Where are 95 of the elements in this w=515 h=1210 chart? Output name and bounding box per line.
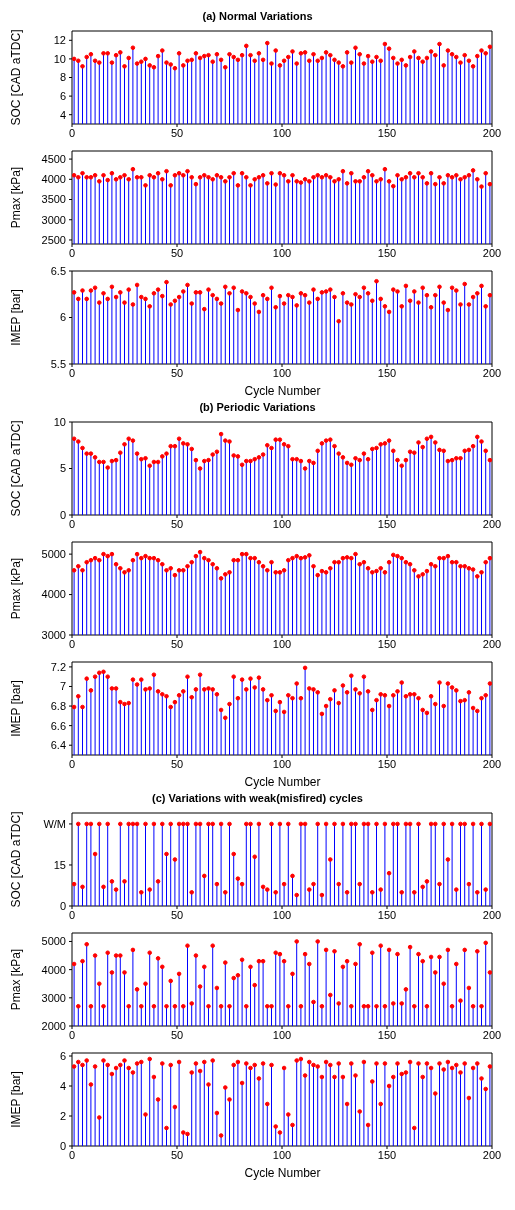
x-tick-label: 50 [170, 126, 184, 139]
y-tick-label: 10 [53, 52, 66, 65]
y-tick-label: 6.6 [50, 719, 66, 732]
y-tick-label: 4500 [41, 152, 66, 165]
x-tick-label: 200 [482, 757, 502, 770]
x-tick-label: 50 [170, 1028, 184, 1041]
y-tick-label: 3000 [41, 991, 66, 1004]
x-tick-label: 100 [272, 908, 292, 921]
x-tick-label: 150 [377, 1148, 397, 1161]
y-tick-label: 4 [59, 108, 66, 121]
x-tick-label: 200 [482, 246, 502, 259]
x-tick-label: 100 [272, 637, 292, 650]
x-tick-label: 100 [272, 757, 292, 770]
y-axis-title: IMEP [bar] [9, 680, 24, 737]
y-tick-label: 7 [59, 680, 66, 693]
y-axis-title: IMEP [bar] [9, 289, 24, 346]
x-axis-title: Cycle Number [243, 384, 322, 399]
y-tick-label: 5.5 [50, 357, 66, 370]
y-tick-label: W/M [43, 817, 66, 830]
y-tick-label: 2 [59, 1109, 66, 1122]
y-tick-label: 15 [53, 858, 66, 871]
y-tick-label: 4000 [41, 588, 66, 601]
x-tick-label: 0 [68, 517, 76, 530]
y-tick-label: 6 [59, 90, 66, 102]
x-tick-label: 200 [482, 126, 502, 139]
y-tick-label: 3000 [41, 628, 66, 641]
y-tick-label: 5 [59, 462, 66, 475]
x-tick-label: 0 [68, 1028, 76, 1041]
x-tick-label: 200 [482, 908, 502, 921]
x-tick-label: 200 [482, 1028, 502, 1041]
y-axis-title: Pmax [kPa] [9, 557, 24, 620]
x-tick-label: 150 [377, 637, 397, 650]
chart-title: (c) Variations with weak(misfired) cycles [151, 791, 364, 806]
y-tick-label: 0 [59, 508, 66, 521]
y-axis-title: IMEP [bar] [9, 1071, 24, 1128]
y-tick-label: 4 [59, 1079, 66, 1092]
y-tick-label: 4000 [41, 173, 66, 186]
x-tick-label: 150 [377, 1028, 397, 1041]
x-axis-title: Cycle Number [243, 1166, 322, 1181]
x-tick-label: 50 [170, 246, 184, 259]
x-tick-label: 0 [68, 637, 76, 650]
x-tick-label: 0 [68, 246, 76, 259]
x-tick-label: 50 [170, 517, 184, 530]
x-tick-label: 100 [272, 246, 292, 259]
y-axis-title: SOC [CAD aTDC] [9, 811, 24, 908]
y-tick-label: 10 [53, 415, 66, 428]
x-tick-label: 200 [482, 366, 502, 379]
x-tick-label: 200 [482, 1148, 502, 1161]
x-tick-label: 150 [377, 517, 397, 530]
y-tick-label: 6 [59, 1049, 66, 1062]
x-axis-title: Cycle Number [243, 775, 322, 790]
y-tick-label: 0 [59, 1139, 66, 1152]
x-tick-label: 100 [272, 1028, 292, 1041]
y-axis-title: Pmax [kPa] [9, 948, 24, 1011]
x-tick-label: 100 [272, 366, 292, 379]
chart-title: (b) Periodic Variations [198, 400, 317, 415]
x-tick-label: 150 [377, 366, 397, 379]
y-tick-label: 0 [59, 899, 66, 912]
x-tick-label: 50 [170, 366, 184, 379]
y-tick-label: 7.2 [50, 660, 66, 673]
y-tick-label: 6.4 [50, 739, 66, 752]
x-tick-label: 0 [68, 1148, 76, 1161]
y-tick-label: 6 [59, 311, 66, 324]
y-axis-title: SOC [CAD aTDC] [9, 29, 24, 126]
y-tick-label: 2500 [41, 233, 66, 246]
y-tick-label: 3000 [41, 213, 66, 226]
y-tick-label: 5000 [41, 548, 66, 561]
x-tick-label: 50 [170, 637, 184, 650]
x-tick-label: 100 [272, 517, 292, 530]
x-tick-label: 150 [377, 908, 397, 921]
y-tick-label: 4000 [41, 963, 66, 976]
y-tick-label: 5000 [41, 935, 66, 948]
x-tick-label: 150 [377, 757, 397, 770]
x-tick-label: 150 [377, 126, 397, 139]
x-tick-label: 150 [377, 246, 397, 259]
y-axis-title: Pmax [kPa] [9, 166, 24, 229]
y-tick-label: 6.8 [50, 699, 66, 712]
x-tick-label: 0 [68, 366, 76, 379]
chart-title: (a) Normal Variations [201, 9, 314, 24]
y-tick-label: 3500 [41, 193, 66, 206]
x-tick-label: 0 [68, 757, 76, 770]
y-tick-label: 8 [59, 71, 66, 84]
x-tick-label: 50 [170, 908, 184, 921]
x-tick-label: 50 [170, 1148, 184, 1161]
x-tick-label: 0 [68, 126, 76, 139]
x-tick-label: 200 [482, 517, 502, 530]
x-tick-label: 100 [272, 1148, 292, 1161]
y-axis-title: SOC [CAD aTDC] [9, 420, 24, 517]
x-tick-label: 50 [170, 757, 184, 770]
y-tick-label: 6.5 [50, 264, 66, 277]
x-tick-label: 0 [68, 908, 76, 921]
y-tick-label: 12 [53, 34, 66, 47]
x-tick-label: 100 [272, 126, 292, 139]
x-tick-label: 200 [482, 637, 502, 650]
y-tick-label: 2000 [41, 1019, 66, 1032]
